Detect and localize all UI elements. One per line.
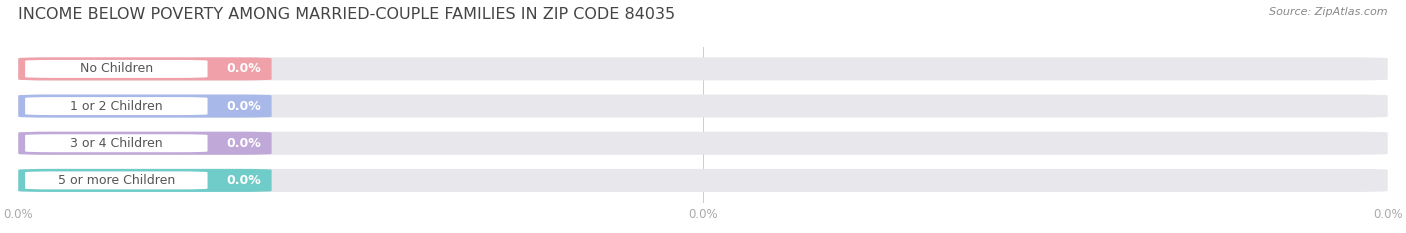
Text: Source: ZipAtlas.com: Source: ZipAtlas.com bbox=[1270, 7, 1388, 17]
Text: 0.0%: 0.0% bbox=[226, 99, 260, 113]
FancyBboxPatch shape bbox=[25, 97, 208, 115]
Text: 3 or 4 Children: 3 or 4 Children bbox=[70, 137, 163, 150]
Text: 5 or more Children: 5 or more Children bbox=[58, 174, 174, 187]
FancyBboxPatch shape bbox=[18, 57, 1388, 80]
Text: INCOME BELOW POVERTY AMONG MARRIED-COUPLE FAMILIES IN ZIP CODE 84035: INCOME BELOW POVERTY AMONG MARRIED-COUPL… bbox=[18, 7, 675, 22]
FancyBboxPatch shape bbox=[18, 132, 271, 155]
Text: 0.0%: 0.0% bbox=[226, 174, 260, 187]
FancyBboxPatch shape bbox=[18, 95, 271, 118]
FancyBboxPatch shape bbox=[25, 60, 208, 78]
FancyBboxPatch shape bbox=[18, 132, 1388, 155]
FancyBboxPatch shape bbox=[25, 171, 208, 189]
Text: 0.0%: 0.0% bbox=[226, 137, 260, 150]
FancyBboxPatch shape bbox=[18, 169, 271, 192]
FancyBboxPatch shape bbox=[18, 169, 1388, 192]
FancyBboxPatch shape bbox=[18, 57, 271, 80]
Text: No Children: No Children bbox=[80, 62, 153, 75]
Text: 1 or 2 Children: 1 or 2 Children bbox=[70, 99, 163, 113]
FancyBboxPatch shape bbox=[25, 134, 208, 152]
FancyBboxPatch shape bbox=[18, 95, 1388, 118]
Text: 0.0%: 0.0% bbox=[226, 62, 260, 75]
